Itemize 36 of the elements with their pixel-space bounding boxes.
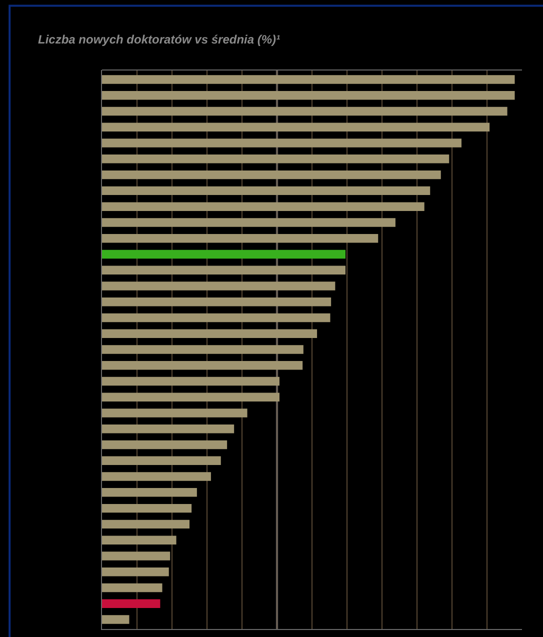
bar (102, 106, 508, 116)
bar (102, 520, 190, 529)
bar (102, 599, 160, 608)
bar (102, 122, 490, 132)
bar (102, 552, 170, 560)
bar (102, 313, 330, 322)
bar (102, 408, 248, 418)
bar (102, 440, 228, 450)
bar (102, 282, 336, 290)
bar (102, 361, 303, 370)
bar (102, 504, 192, 513)
bar (102, 75, 515, 84)
bar (102, 567, 169, 576)
chart-title: Liczba nowych doktoratów vs średnia (%)¹ (38, 32, 280, 46)
bar (102, 345, 304, 354)
bar (102, 91, 515, 100)
bar (102, 376, 280, 386)
bar (102, 234, 378, 243)
bar (102, 154, 450, 164)
bar (102, 250, 346, 259)
bar (102, 583, 162, 592)
bar (102, 424, 234, 434)
bar (102, 202, 424, 211)
bar (102, 472, 211, 481)
bar (102, 456, 221, 466)
bar (102, 297, 332, 306)
bar (102, 392, 280, 402)
bar (102, 186, 430, 196)
bar (102, 615, 130, 624)
bar (102, 488, 197, 497)
bar (102, 138, 462, 148)
bar (102, 170, 441, 180)
bar (102, 536, 176, 544)
bar (102, 266, 346, 274)
bar (102, 218, 396, 227)
bar (102, 329, 318, 338)
